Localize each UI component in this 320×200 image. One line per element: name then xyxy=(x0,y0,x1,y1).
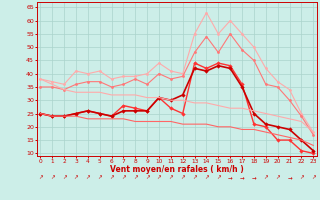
X-axis label: Vent moyen/en rafales ( km/h ): Vent moyen/en rafales ( km/h ) xyxy=(110,165,244,174)
